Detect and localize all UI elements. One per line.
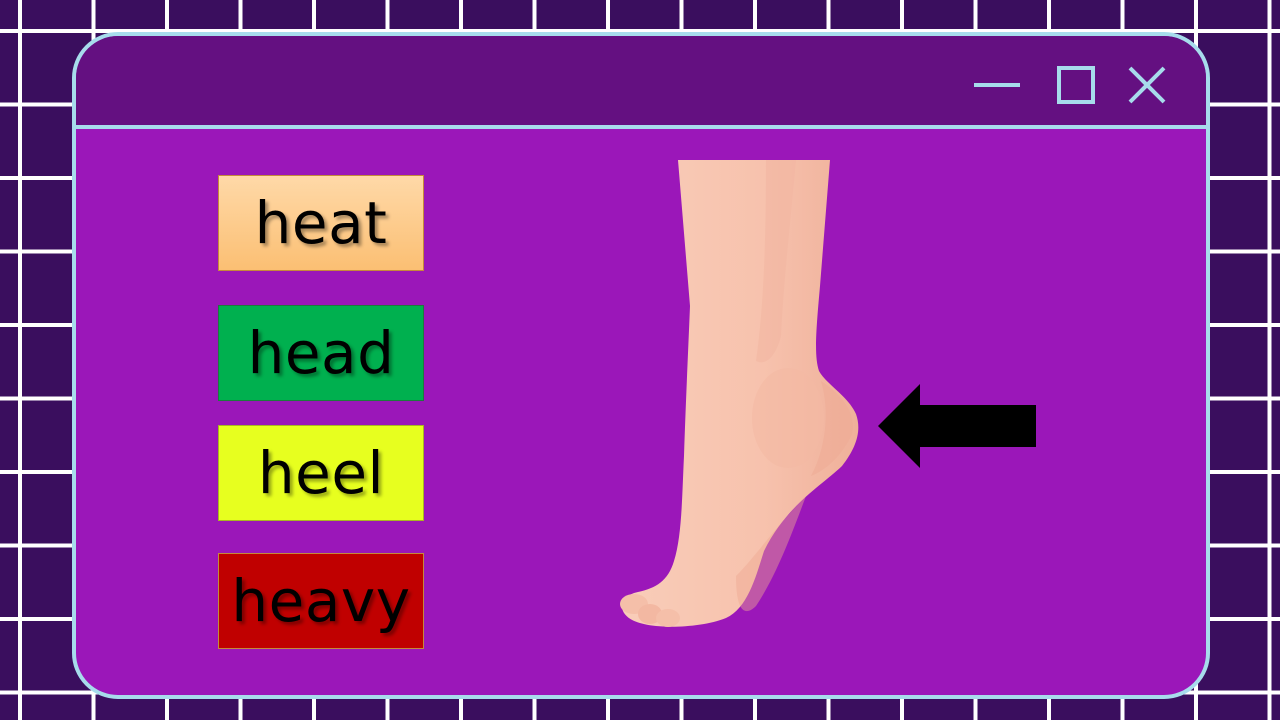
word-choice-label: head — [247, 319, 395, 387]
app-window: heat head heel heavy — [72, 32, 1210, 699]
maximize-button[interactable] — [1052, 60, 1102, 110]
minimize-button[interactable] — [972, 60, 1022, 110]
word-choice-label: heat — [254, 189, 388, 257]
title-bar — [76, 36, 1206, 129]
arch-shading — [736, 496, 806, 612]
word-choice-label: heavy — [231, 567, 411, 635]
maximize-icon — [1057, 66, 1095, 104]
arrow-left-icon — [878, 384, 1036, 468]
toe — [638, 604, 662, 624]
word-choice-label: heel — [257, 439, 385, 507]
word-choice-head[interactable]: head — [218, 305, 424, 401]
close-icon — [1128, 66, 1166, 104]
word-choice-heavy[interactable]: heavy — [218, 553, 424, 649]
minimize-icon — [974, 83, 1020, 87]
word-choice-heat[interactable]: heat — [218, 175, 424, 271]
word-choice-heel[interactable]: heel — [218, 425, 424, 521]
toe — [656, 609, 680, 627]
foot-shape — [621, 160, 859, 627]
foot-illustration — [620, 160, 859, 627]
ankle-bone — [752, 368, 824, 468]
heel-shading — [811, 381, 853, 476]
close-button[interactable] — [1122, 60, 1172, 110]
shin-shading — [756, 160, 796, 363]
